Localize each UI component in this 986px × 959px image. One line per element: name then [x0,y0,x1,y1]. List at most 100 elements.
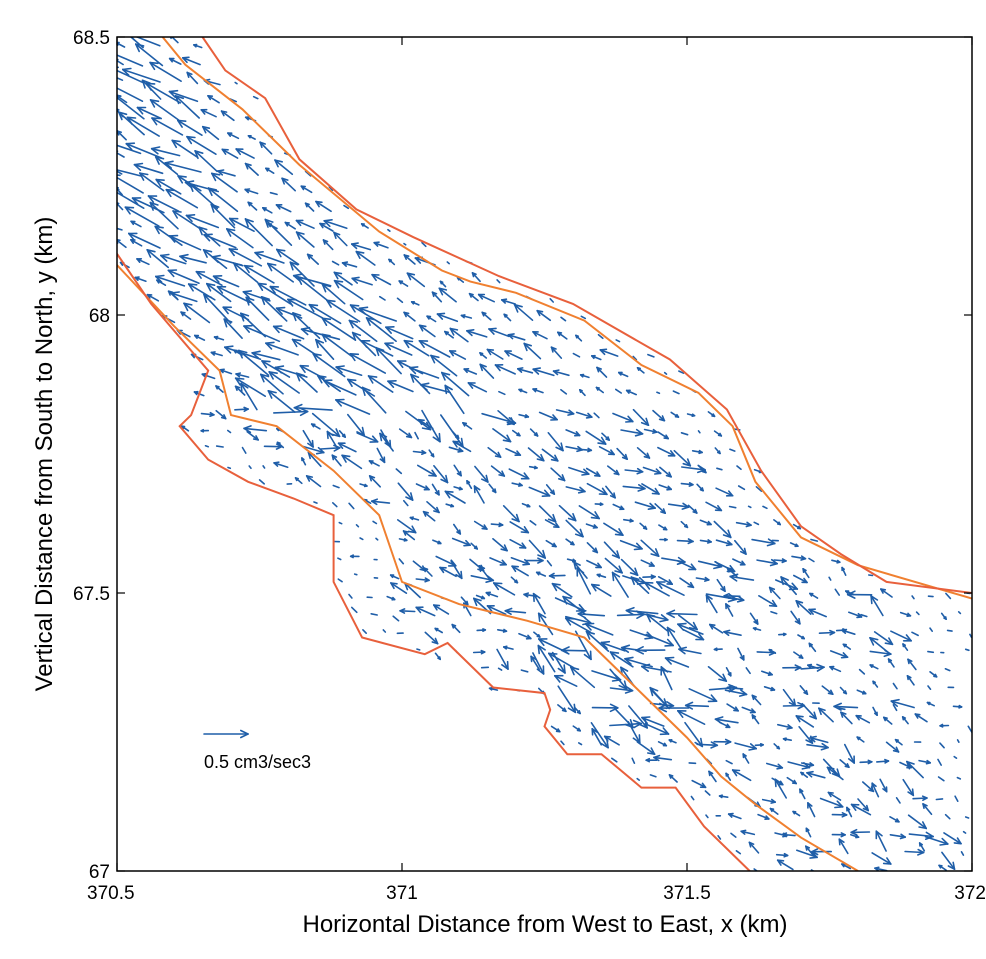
vector-arrow-head [430,454,435,458]
vector-arrow-head [651,431,658,434]
vector-arrow-head [666,626,676,633]
vector-arrow [664,657,690,668]
vector-arrow [516,367,534,374]
vector-arrow [697,560,723,568]
vector-arrow-head [637,483,646,490]
vector-arrow [257,282,292,305]
vector-arrow [729,575,755,581]
vector-arrow-head [164,160,174,164]
vector-arrow-head [259,373,270,378]
vector-arrow-head [677,623,685,631]
vector-arrow [541,448,559,462]
vector-arrow-head [600,641,608,650]
vector-arrow-head [600,640,611,644]
vector-arrow [382,629,387,633]
vector-arrow-head [699,488,704,492]
vector-arrow-head [139,172,149,176]
vector-arrow-head [295,231,301,240]
vector-arrow-head [933,877,936,878]
vector-arrow [479,363,495,379]
vector-arrow [774,778,788,799]
vector-arrow [663,371,668,375]
vector-arrow-head [922,803,928,807]
vector-arrow-head [731,769,741,772]
vector-arrow-head [513,581,519,584]
vector-arrow-head [653,754,661,759]
vector-arrow-head [472,597,478,607]
vector-arrow [645,633,674,647]
vector-arrow [240,382,258,411]
vector-arrow-head [818,872,820,874]
vector-arrow-head [583,468,590,475]
vector-arrow-head [745,524,752,528]
vector-arrow-head [537,644,546,651]
vector-arrow [126,116,160,137]
vector-arrow-head [614,533,624,537]
vector-arrow-head [396,360,404,369]
vector-arrow [580,315,587,320]
vector-arrow [222,306,250,321]
vector-arrow [615,339,621,343]
vector-arrow [732,558,746,566]
vector-arrow-head [437,657,442,661]
vector-arrow-head [198,226,208,231]
vector-arrow [714,718,739,724]
vector-arrow-head [786,727,793,730]
vector-arrow-head [799,788,804,793]
vector-arrow [860,613,868,618]
vector-arrow [266,262,295,283]
vector-arrow-head [466,479,471,484]
vector-arrow-head [725,603,731,608]
vector-arrow-head [500,298,508,301]
vector-arrow [620,558,639,577]
vector-arrow [323,220,348,230]
vector-arrow-head [624,657,632,665]
vector-arrow [847,611,863,618]
vector-arrow-head [276,441,281,444]
vector-arrow-head [515,513,520,523]
vector-arrow [575,411,593,418]
vector-arrow [939,742,945,749]
vector-arrow [806,771,826,779]
vector-arrow-head [840,656,849,659]
vector-arrow-head [299,410,309,417]
vector-arrow-head [117,180,118,182]
vector-arrow [275,248,300,266]
vector-arrow-head [155,274,165,278]
vector-arrow-head [687,585,695,589]
vector-arrow-head [705,594,708,603]
vector-arrow [677,623,704,635]
vector-arrow-head [243,427,252,434]
vector-arrow-head [523,342,528,352]
vector-arrow [530,655,541,671]
vector-arrow [417,418,434,430]
vector-arrow [287,298,324,319]
vector-arrow-head [660,511,667,515]
vector-arrow-head [682,502,690,508]
vector-arrow-head [384,342,392,351]
vector-arrow-head [405,496,414,501]
vector-arrow-head [264,218,269,228]
vector-arrow-head [627,415,634,423]
vector-arrow-head [579,528,584,538]
vector-arrow-head [717,434,723,437]
vector-arrow-head [850,828,858,834]
vector-arrow [680,482,694,486]
vector-arrow [659,466,672,478]
vector-arrow-head [116,24,124,26]
vector-arrow-head [154,225,164,229]
vector-arrow [578,505,601,520]
vector-arrow-head [574,533,584,538]
vector-arrow-head [315,200,323,204]
vector-arrow [907,658,917,671]
contour-lines [117,37,972,871]
vector-arrow [228,217,255,232]
vector-arrow [956,739,960,744]
vector-arrow [552,370,570,377]
vector-arrow-head [122,68,130,76]
vector-arrow-head [713,565,723,570]
vector-arrow [168,90,199,103]
vector-arrow [452,523,462,535]
vector-arrow-head [406,272,416,276]
vector-arrow-head [554,454,559,462]
